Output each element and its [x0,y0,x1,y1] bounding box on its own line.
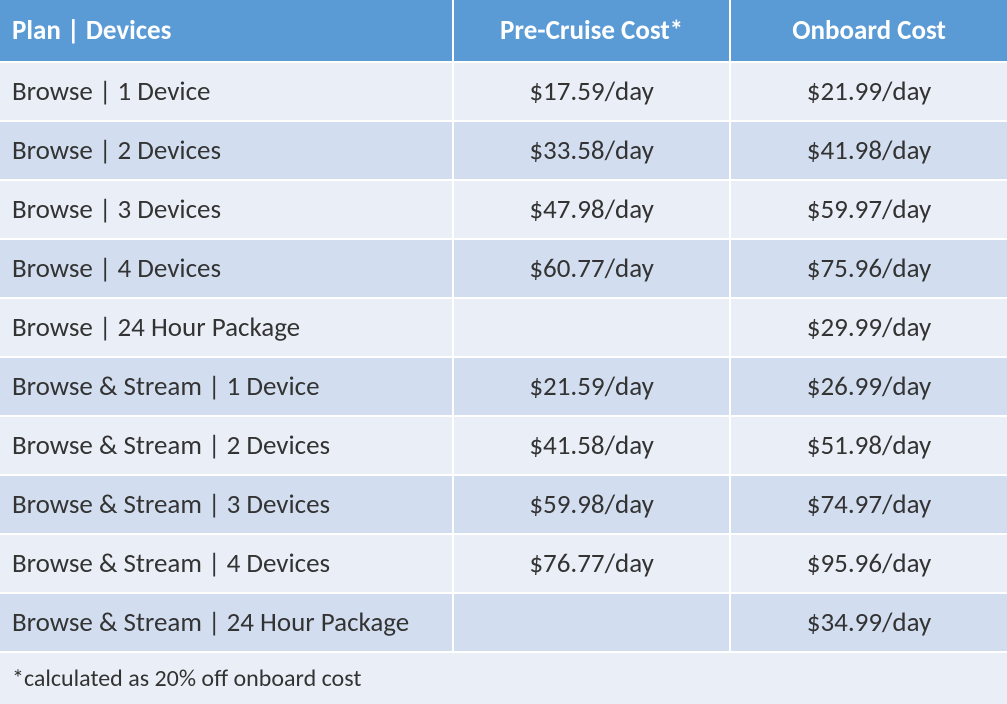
cell-pre-cruise: $33.58/day [453,121,730,180]
table-row: Browse | 24 Hour Package $29.99/day [0,298,1007,357]
cell-onboard: $95.96/day [730,534,1007,593]
pricing-table: Plan | Devices Pre-Cruise Cost* Onboard … [0,0,1007,704]
cell-plan: Browse & Stream | 3 Devices [0,475,453,534]
cell-plan: Browse & Stream | 1 Device [0,357,453,416]
cell-onboard: $51.98/day [730,416,1007,475]
header-pre-cruise-cost: Pre-Cruise Cost* [453,0,730,62]
cell-onboard: $21.99/day [730,62,1007,121]
header-plan-devices: Plan | Devices [0,0,453,62]
cell-pre-cruise: $21.59/day [453,357,730,416]
cell-plan: Browse | 24 Hour Package [0,298,453,357]
cell-pre-cruise [453,298,730,357]
cell-plan: Browse & Stream | 24 Hour Package [0,593,453,652]
table-row: Browse & Stream | 2 Devices $41.58/day $… [0,416,1007,475]
table-row: Browse | 4 Devices $60.77/day $75.96/day [0,239,1007,298]
cell-pre-cruise [453,593,730,652]
table-header-row: Plan | Devices Pre-Cruise Cost* Onboard … [0,0,1007,62]
cell-pre-cruise: $17.59/day [453,62,730,121]
table-row: Browse | 3 Devices $47.98/day $59.97/day [0,180,1007,239]
cell-pre-cruise: $59.98/day [453,475,730,534]
cell-onboard: $29.99/day [730,298,1007,357]
table-row: Browse & Stream | 1 Device $21.59/day $2… [0,357,1007,416]
cell-onboard: $41.98/day [730,121,1007,180]
cell-pre-cruise: $47.98/day [453,180,730,239]
cell-plan: Browse & Stream | 4 Devices [0,534,453,593]
cell-pre-cruise: $76.77/day [453,534,730,593]
cell-onboard: $74.97/day [730,475,1007,534]
table-row: Browse & Stream | 4 Devices $76.77/day $… [0,534,1007,593]
table-footnote-row: *calculated as 20% off onboard cost [0,652,1007,704]
header-onboard-cost: Onboard Cost [730,0,1007,62]
table-row: Browse & Stream | 3 Devices $59.98/day $… [0,475,1007,534]
cell-onboard: $26.99/day [730,357,1007,416]
cell-onboard: $75.96/day [730,239,1007,298]
cell-pre-cruise: $60.77/day [453,239,730,298]
cell-plan: Browse | 2 Devices [0,121,453,180]
cell-plan: Browse | 3 Devices [0,180,453,239]
table-row: Browse | 2 Devices $33.58/day $41.98/day [0,121,1007,180]
cell-plan: Browse | 1 Device [0,62,453,121]
cell-pre-cruise: $41.58/day [453,416,730,475]
table-row: Browse | 1 Device $17.59/day $21.99/day [0,62,1007,121]
footnote-text: *calculated as 20% off onboard cost [0,652,1007,704]
table-row: Browse & Stream | 24 Hour Package $34.99… [0,593,1007,652]
cell-onboard: $34.99/day [730,593,1007,652]
cell-onboard: $59.97/day [730,180,1007,239]
cell-plan: Browse | 4 Devices [0,239,453,298]
cell-plan: Browse & Stream | 2 Devices [0,416,453,475]
